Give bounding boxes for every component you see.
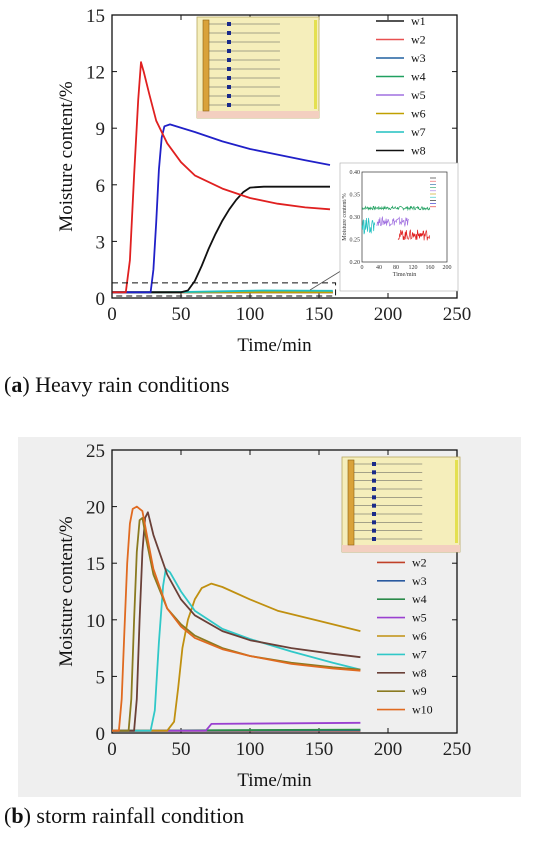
inset-x-tick-label: 40 [376, 265, 382, 271]
legend-label-w6: w6 [412, 629, 427, 643]
legend-label-w2: w2 [412, 555, 427, 569]
y-tick-label: 10 [86, 611, 105, 632]
inset-chart: 0 40 80 120 160 200 0.20 0.25 0.30 0.35 0.40 Time/m… [339, 162, 459, 292]
inset-trace [361, 217, 376, 235]
legend-label-w6: w6 [411, 107, 426, 121]
y-tick-label: 6 [96, 176, 106, 197]
y-tick-label: 15 [86, 6, 105, 27]
series-line-w9 [112, 123, 331, 294]
y-tick-label: 0 [96, 289, 106, 310]
inset-y-tick-label: 0.20 [350, 260, 361, 266]
y-axis-label: Moisture content/% [56, 516, 77, 667]
legend-label-w8: w8 [411, 144, 426, 158]
inset-trace [376, 215, 409, 228]
series-line-w7 [112, 568, 361, 732]
legend-label-w4: w4 [412, 592, 427, 606]
series-line-w8 [112, 511, 361, 732]
x-axis-label: Time/min [237, 770, 312, 791]
y-tick-label: 0 [96, 724, 106, 745]
inset-y-tick-label: 0.25 [350, 238, 361, 244]
legend-label-w4: w4 [411, 70, 426, 84]
x-tick-label: 0 [107, 304, 117, 325]
y-tick-label: 25 [86, 441, 105, 462]
legend-label-w5: w5 [412, 611, 427, 625]
x-tick-label: 250 [443, 304, 472, 325]
inset-x-tick-label: 80 [393, 265, 399, 271]
legend-label-w1: w1 [411, 14, 426, 28]
x-tick-label: 100 [236, 739, 265, 760]
plot-frame [111, 449, 458, 734]
series-line-w10 [112, 505, 361, 732]
inset-trace [397, 229, 431, 241]
legend-label-w9: w9 [412, 684, 427, 698]
legend-label-w7: w7 [412, 647, 427, 661]
inset-x-tick-label: 200 [443, 265, 452, 271]
caption-b: (b) storm rainfall condition [4, 803, 245, 828]
plot-frame [111, 14, 458, 299]
legend-label-w5: w5 [411, 88, 426, 102]
x-tick-label: 100 [236, 304, 265, 325]
chart-storm-rainfall: 0 50 100 150 200 250 0 5 10 15 20 25 Time/min Moistur… [18, 437, 521, 797]
series-line-w6 [112, 582, 361, 732]
soil-column-schematic [341, 456, 461, 553]
inset-x-tick-label: 120 [409, 265, 418, 271]
inset-y-label: Moisture content/% [342, 193, 348, 241]
inset-x-label: Time/min [393, 272, 416, 278]
x-tick-label: 200 [374, 739, 403, 760]
inset-y-tick-label: 0.35 [350, 193, 361, 199]
x-tick-label: 150 [305, 739, 334, 760]
y-tick-label: 9 [96, 119, 106, 140]
inset-trace [361, 205, 431, 212]
legend-label-w3: w3 [411, 51, 426, 65]
inset-x-tick-label: 160 [426, 265, 435, 271]
inset-y-tick-label: 0.40 [350, 170, 361, 176]
legend-label-w3: w3 [412, 574, 427, 588]
legend-label-w8: w8 [412, 666, 427, 680]
chart-heavy-rain: 0 50 100 150 200 250 0 3 6 9 12 15 Time/min Moisture … [56, 6, 471, 356]
y-tick-label: 15 [86, 554, 105, 575]
x-tick-label: 250 [443, 739, 472, 760]
y-tick-label: 12 [86, 63, 105, 84]
inset-y-tick-label: 0.30 [350, 215, 361, 221]
caption-a: (a) Heavy rain conditions [4, 372, 230, 397]
legend-label-w10: w10 [412, 703, 433, 717]
x-tick-label: 200 [374, 304, 403, 325]
series-line-w10 [112, 61, 331, 294]
legend-label-w7: w7 [411, 125, 426, 139]
x-tick-label: 150 [305, 304, 334, 325]
y-tick-label: 3 [96, 232, 106, 253]
legend-label-w2: w2 [411, 33, 426, 47]
inset-x-tick-label: 0 [361, 265, 364, 271]
x-axis-label: Time/min [237, 335, 312, 356]
y-axis-label: Moisture content/% [56, 81, 77, 232]
y-tick-label: 5 [96, 667, 106, 688]
series-line-w8 [112, 185, 330, 294]
x-tick-label: 50 [172, 304, 191, 325]
x-tick-label: 50 [172, 739, 191, 760]
y-tick-label: 20 [86, 498, 105, 519]
soil-column-schematic [196, 16, 320, 119]
x-tick-label: 0 [107, 739, 117, 760]
